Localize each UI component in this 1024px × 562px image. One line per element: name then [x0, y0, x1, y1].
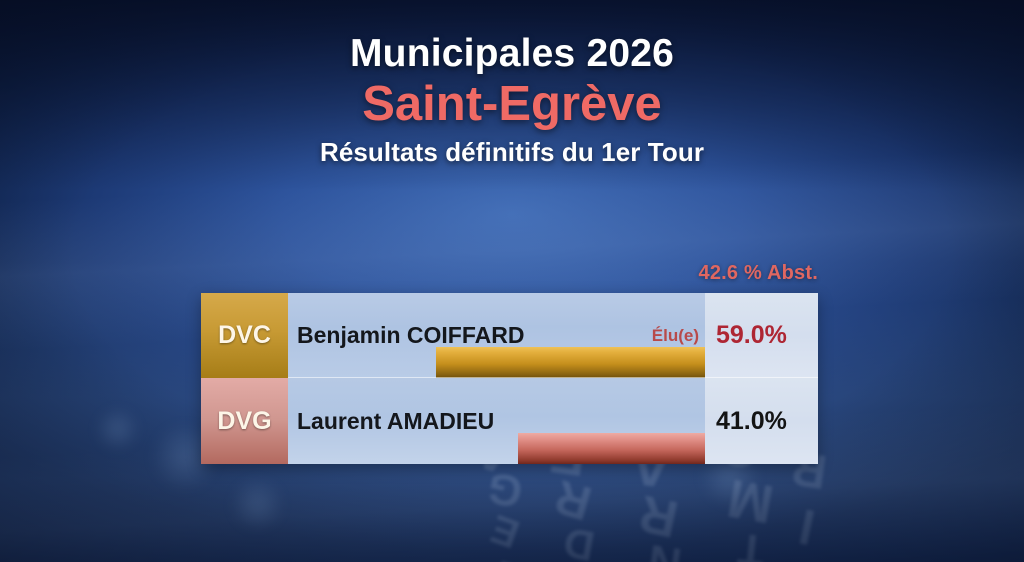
candidate-name: Benjamin COIFFARD — [297, 322, 525, 348]
percent-value: 59.0% — [716, 321, 787, 349]
city-title: Saint-Egrève — [362, 76, 662, 131]
result-bar-dvc — [436, 347, 705, 378]
elected-label: Élu(e) — [651, 325, 699, 345]
party-badge-dvc: DVC — [201, 293, 288, 378]
percent-value: 41.0% — [716, 406, 787, 435]
table-row: DVC Benjamin COIFFARD Élu(e) 59.0% — [201, 293, 818, 378]
candidate-cell: Laurent AMADIEU — [288, 378, 705, 464]
results-table: DVC Benjamin COIFFARD Élu(e) 59.0% DVG L… — [201, 293, 818, 464]
candidate-name: Laurent AMADIEU — [297, 407, 495, 434]
page-title: Municipales 2026 — [349, 32, 675, 75]
row-divider — [288, 377, 818, 378]
title-block: Municipales 2026 Saint-Egrève Résultats … — [0, 32, 1024, 168]
candidate-cell: Benjamin COIFFARD Élu(e) — [288, 293, 705, 378]
result-bar-dvg — [518, 433, 705, 464]
party-badge-dvg: DVG — [201, 378, 288, 464]
page-subtitle: Résultats définitifs du 1er Tour — [319, 136, 705, 167]
percent-cell: 41.0% — [705, 378, 818, 464]
table-row: DVG Laurent AMADIEU 41.0% — [201, 378, 818, 464]
percent-cell: 59.0% — [705, 293, 818, 378]
abstention-label: 42.6 % Abst. — [698, 262, 818, 284]
